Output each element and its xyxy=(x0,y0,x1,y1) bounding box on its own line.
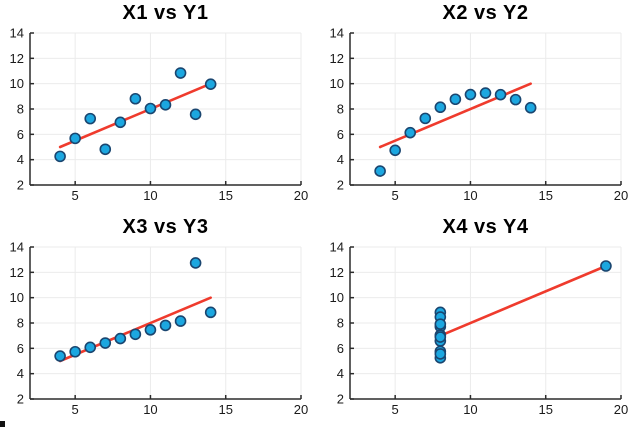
subplot-canvas-x3-y3: 5 10 15 20 2 4 6 8 10 12 14 xyxy=(10,239,309,417)
x-tick-label: 20 xyxy=(294,402,308,417)
y-tick-label: 4 xyxy=(337,366,344,381)
y-tick-label: 14 xyxy=(10,239,24,254)
data-point xyxy=(449,93,462,106)
subplot-canvas-x1-y1: 5 10 15 20 2 4 6 8 10 12 14 xyxy=(10,26,309,204)
data-point xyxy=(204,78,217,90)
x-tick-label: 15 xyxy=(538,188,552,203)
subplot-title: X3 vs Y3 xyxy=(122,215,209,238)
x-tick-label: 5 xyxy=(72,402,79,417)
y-tick-label: 14 xyxy=(330,26,344,41)
y-tick-label: 8 xyxy=(17,102,24,117)
y-tick-label: 10 xyxy=(330,290,344,305)
data-point xyxy=(84,112,97,125)
data-point xyxy=(99,336,112,349)
data-point xyxy=(479,87,492,99)
regression-line xyxy=(439,264,608,337)
data-point xyxy=(144,323,157,336)
x-tick-label: 20 xyxy=(294,188,308,203)
y-tick-label: 4 xyxy=(17,366,24,381)
x-tick-label: 15 xyxy=(218,402,232,417)
x-tick-label: 20 xyxy=(614,402,628,417)
data-point xyxy=(189,256,202,269)
data-point xyxy=(404,126,417,139)
y-tick-label: 12 xyxy=(10,264,24,279)
data-point xyxy=(114,116,127,129)
subplot-canvas-x2-y2: 5 10 15 20 2 4 6 8 10 12 14 xyxy=(330,26,629,204)
data-point xyxy=(509,93,522,106)
y-tick-label: 2 xyxy=(17,178,24,193)
y-tick-label: 8 xyxy=(17,315,24,330)
data-point xyxy=(144,102,157,115)
y-tick-label: 6 xyxy=(337,340,344,355)
regression-line xyxy=(58,82,212,149)
y-tick-label: 10 xyxy=(330,76,344,91)
data-point xyxy=(174,67,187,79)
subplot-canvas-x4-y4: 5 10 15 20 2 4 6 8 10 12 14 xyxy=(330,239,629,417)
data-point xyxy=(419,112,432,125)
y-tick-label: 8 xyxy=(337,102,344,117)
y-tick-label: 6 xyxy=(17,340,24,355)
y-tick-label: 2 xyxy=(337,391,344,406)
y-tick-label: 6 xyxy=(337,127,344,142)
data-point xyxy=(374,165,386,177)
x-tick-label: 15 xyxy=(538,402,552,417)
y-tick-label: 6 xyxy=(17,127,24,142)
data-point xyxy=(159,319,172,331)
x-tick-label: 10 xyxy=(463,402,477,417)
data-point xyxy=(600,259,612,272)
y-tick-label: 2 xyxy=(17,391,24,406)
data-point xyxy=(159,99,172,111)
subplot-x4-y4: X4 vs Y4 5 10 15 20 2 4 6 8 10 12 14 xyxy=(320,214,640,427)
y-tick-label: 10 xyxy=(10,76,24,91)
y-tick-label: 10 xyxy=(10,290,24,305)
x-tick-label: 10 xyxy=(143,402,157,417)
data-point xyxy=(464,88,477,101)
y-tick-label: 4 xyxy=(17,152,24,167)
subplot-title: X1 vs Y1 xyxy=(122,2,209,24)
data-point xyxy=(129,92,142,105)
subplot-title: X2 vs Y2 xyxy=(442,2,529,24)
subplot-x2-y2: X2 vs Y2 5 10 15 20 2 4 6 8 10 12 14 xyxy=(320,0,640,214)
data-point xyxy=(434,101,447,114)
corner-artifact xyxy=(0,421,5,427)
y-tick-label: 4 xyxy=(337,152,344,167)
data-point xyxy=(114,332,127,344)
x-tick-label: 5 xyxy=(392,188,399,203)
data-point xyxy=(129,327,142,340)
x-tick-label: 5 xyxy=(72,188,79,203)
data-point xyxy=(69,132,81,145)
data-point xyxy=(174,314,187,327)
data-point xyxy=(189,108,202,121)
data-point xyxy=(54,150,66,163)
x-tick-label: 10 xyxy=(463,188,477,203)
y-tick-label: 8 xyxy=(337,315,344,330)
y-tick-label: 12 xyxy=(10,51,24,66)
y-tick-label: 14 xyxy=(10,26,24,41)
regression-line xyxy=(378,82,532,149)
data-point xyxy=(99,143,112,156)
subplot-title: X4 vs Y4 xyxy=(442,215,529,238)
y-tick-label: 12 xyxy=(330,51,344,66)
x-tick-label: 10 xyxy=(143,188,157,203)
data-point xyxy=(494,88,507,101)
data-point xyxy=(69,345,81,358)
subplot-x3-y3: X3 vs Y3 5 10 15 20 2 4 6 8 10 12 14 xyxy=(0,214,320,427)
x-tick-label: 5 xyxy=(392,402,399,417)
data-point xyxy=(204,306,217,318)
data-point xyxy=(54,349,66,362)
subplot-x1-y1: X1 vs Y1 5 10 15 20 2 4 6 8 10 12 14 xyxy=(0,0,320,214)
data-point xyxy=(389,144,401,157)
x-tick-label: 20 xyxy=(614,188,628,203)
y-tick-label: 14 xyxy=(330,239,344,254)
data-point xyxy=(434,347,447,360)
x-tick-label: 15 xyxy=(218,188,232,203)
data-point xyxy=(434,330,447,343)
data-point xyxy=(434,317,447,330)
y-tick-label: 12 xyxy=(330,264,344,279)
data-point xyxy=(524,101,537,114)
data-point xyxy=(84,341,97,353)
y-tick-label: 2 xyxy=(337,178,344,193)
